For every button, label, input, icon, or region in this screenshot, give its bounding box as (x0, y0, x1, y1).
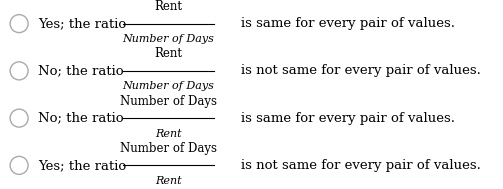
Text: Number of Days: Number of Days (123, 81, 214, 91)
Text: No; the ratio: No; the ratio (38, 112, 123, 125)
Text: Rent: Rent (155, 176, 182, 186)
Text: Rent: Rent (155, 129, 182, 139)
Text: is not same for every pair of values.: is not same for every pair of values. (241, 64, 481, 77)
Text: Yes; the ratio: Yes; the ratio (38, 159, 126, 172)
Text: Yes; the ratio: Yes; the ratio (38, 17, 126, 30)
Text: No; the ratio: No; the ratio (38, 64, 123, 77)
Text: Rent: Rent (154, 47, 183, 60)
Text: is same for every pair of values.: is same for every pair of values. (241, 17, 455, 30)
Text: is not same for every pair of values.: is not same for every pair of values. (241, 159, 481, 172)
Text: Number of Days: Number of Days (120, 95, 217, 108)
Text: Rent: Rent (154, 0, 183, 13)
Text: Number of Days: Number of Days (123, 34, 214, 44)
Text: is same for every pair of values.: is same for every pair of values. (241, 112, 455, 125)
Text: Number of Days: Number of Days (120, 142, 217, 155)
